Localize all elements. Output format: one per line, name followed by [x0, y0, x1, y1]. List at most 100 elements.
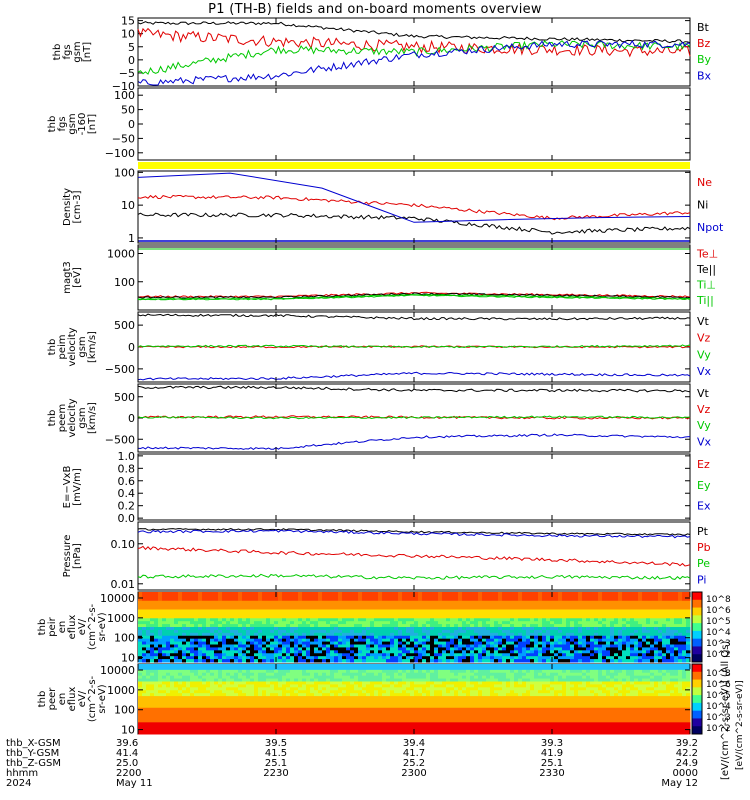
spectrogram-cell	[438, 618, 443, 622]
spectrogram-cell	[482, 609, 487, 613]
spectrogram-cell	[378, 621, 383, 625]
spectrogram-cell	[318, 650, 323, 654]
spectrogram-cell	[154, 615, 159, 619]
spectrogram-cell	[350, 693, 355, 697]
spectrogram-cell	[390, 653, 395, 657]
spectrogram-cell	[362, 731, 367, 735]
spectrogram-cell	[170, 719, 175, 723]
spectrogram-cell	[666, 647, 671, 651]
spectrogram-cell	[346, 731, 351, 735]
spectrogram-cell	[342, 629, 347, 634]
spectrogram-cell	[206, 609, 211, 613]
spectrogram-cell	[494, 629, 499, 634]
spectrogram-cell	[578, 638, 583, 643]
spectrogram-cell	[614, 597, 619, 602]
spectrogram-cell	[154, 629, 159, 634]
spectrogram-cell	[238, 722, 243, 726]
spectrogram-cell	[658, 659, 663, 663]
spectrogram-cell	[146, 699, 151, 703]
spectrogram-cell	[158, 664, 163, 668]
spectrogram-cell	[342, 618, 347, 622]
spectrogram-cell	[314, 603, 319, 608]
spectrogram-cell	[622, 594, 627, 599]
spectrogram-cell	[334, 716, 339, 720]
spectrogram-cell	[362, 678, 367, 682]
spectrogram-cell	[198, 675, 203, 680]
spectrogram-cell	[314, 719, 319, 723]
spectrogram-cell	[310, 644, 315, 648]
spectrogram-cell	[502, 618, 507, 622]
spectrogram-cell	[286, 669, 291, 674]
spectrogram-cell	[598, 606, 603, 610]
spectrogram-cell	[198, 609, 203, 613]
spectrogram-cell	[326, 728, 331, 732]
spectrogram-cell	[178, 621, 183, 625]
spectrogram-cell	[502, 647, 507, 651]
spectrogram-cell	[146, 624, 151, 628]
spectrogram-cell	[630, 635, 635, 640]
spectrogram-cell	[254, 696, 259, 700]
spectrogram-cell	[394, 632, 399, 637]
spectrogram-cell	[586, 597, 591, 602]
spectrogram-cell	[346, 725, 351, 729]
spectrogram-cell	[578, 624, 583, 628]
spectrogram-cell	[154, 594, 159, 599]
spectrogram-cell	[158, 672, 163, 677]
spectrogram-cell	[542, 653, 547, 657]
spectrogram-cell	[670, 624, 675, 628]
spectrogram-cell	[530, 618, 535, 622]
spectrogram-cell	[230, 699, 235, 703]
spectrogram-cell	[658, 615, 663, 619]
spectrogram-cell	[582, 659, 587, 663]
spectrogram-cell	[466, 615, 471, 619]
spectrogram-cell	[206, 699, 211, 703]
spectrogram-cell	[234, 725, 239, 729]
spectrogram-cell	[682, 632, 687, 637]
spectrogram-cell	[202, 635, 207, 640]
spectrogram-cell	[258, 629, 263, 634]
spectrogram-cell	[442, 600, 447, 605]
spectrogram-cell	[218, 603, 223, 608]
spectrogram-cell	[602, 594, 607, 599]
spectrogram-cell	[354, 669, 359, 674]
spectrogram-cell	[158, 618, 163, 622]
spectrogram-cell	[558, 594, 563, 599]
spectrogram-cell	[282, 594, 287, 599]
spectrogram-cell	[410, 618, 415, 622]
spectrogram-cell	[446, 641, 451, 645]
spectrogram-cell	[306, 664, 311, 668]
spectrogram-cell	[182, 681, 187, 685]
spectrogram-cell	[354, 725, 359, 729]
spectrogram-cell	[298, 650, 303, 654]
spectrogram-cell	[330, 710, 335, 715]
spectrogram-cell	[278, 722, 283, 726]
spectrogram-cell	[362, 638, 367, 643]
spectrogram-cell	[486, 597, 491, 602]
spectrogram-cell	[638, 615, 643, 619]
spectrogram-cell	[334, 627, 339, 631]
spectrogram-cell	[538, 597, 543, 602]
spectrogram-cell	[482, 600, 487, 605]
spectrogram-cell	[546, 659, 551, 663]
spectrogram-cell	[338, 690, 343, 694]
spectrogram-cell	[250, 693, 255, 697]
spectrogram-cell	[170, 653, 175, 657]
spectrogram-cell	[566, 606, 571, 610]
spectrogram-cell	[246, 713, 251, 717]
spectrogram-cell	[362, 704, 367, 709]
spectrogram-cell	[594, 592, 599, 596]
spectrogram-cell	[210, 635, 215, 640]
spectrogram-cell	[350, 707, 355, 712]
spectrogram-cell	[302, 710, 307, 715]
spectrogram-cell	[674, 656, 679, 660]
spectrogram-cell	[342, 612, 347, 616]
spectrogram-cell	[382, 653, 387, 657]
spectrogram-cell	[154, 693, 159, 697]
y-axis-label: peir	[47, 616, 58, 636]
spectrogram-cell	[478, 615, 483, 619]
spectrogram-cell	[454, 644, 459, 648]
spectrogram-cell	[278, 597, 283, 602]
spectrogram-cell	[138, 597, 143, 602]
spectrogram-cell	[278, 612, 283, 616]
spectrogram-cell	[534, 594, 539, 599]
